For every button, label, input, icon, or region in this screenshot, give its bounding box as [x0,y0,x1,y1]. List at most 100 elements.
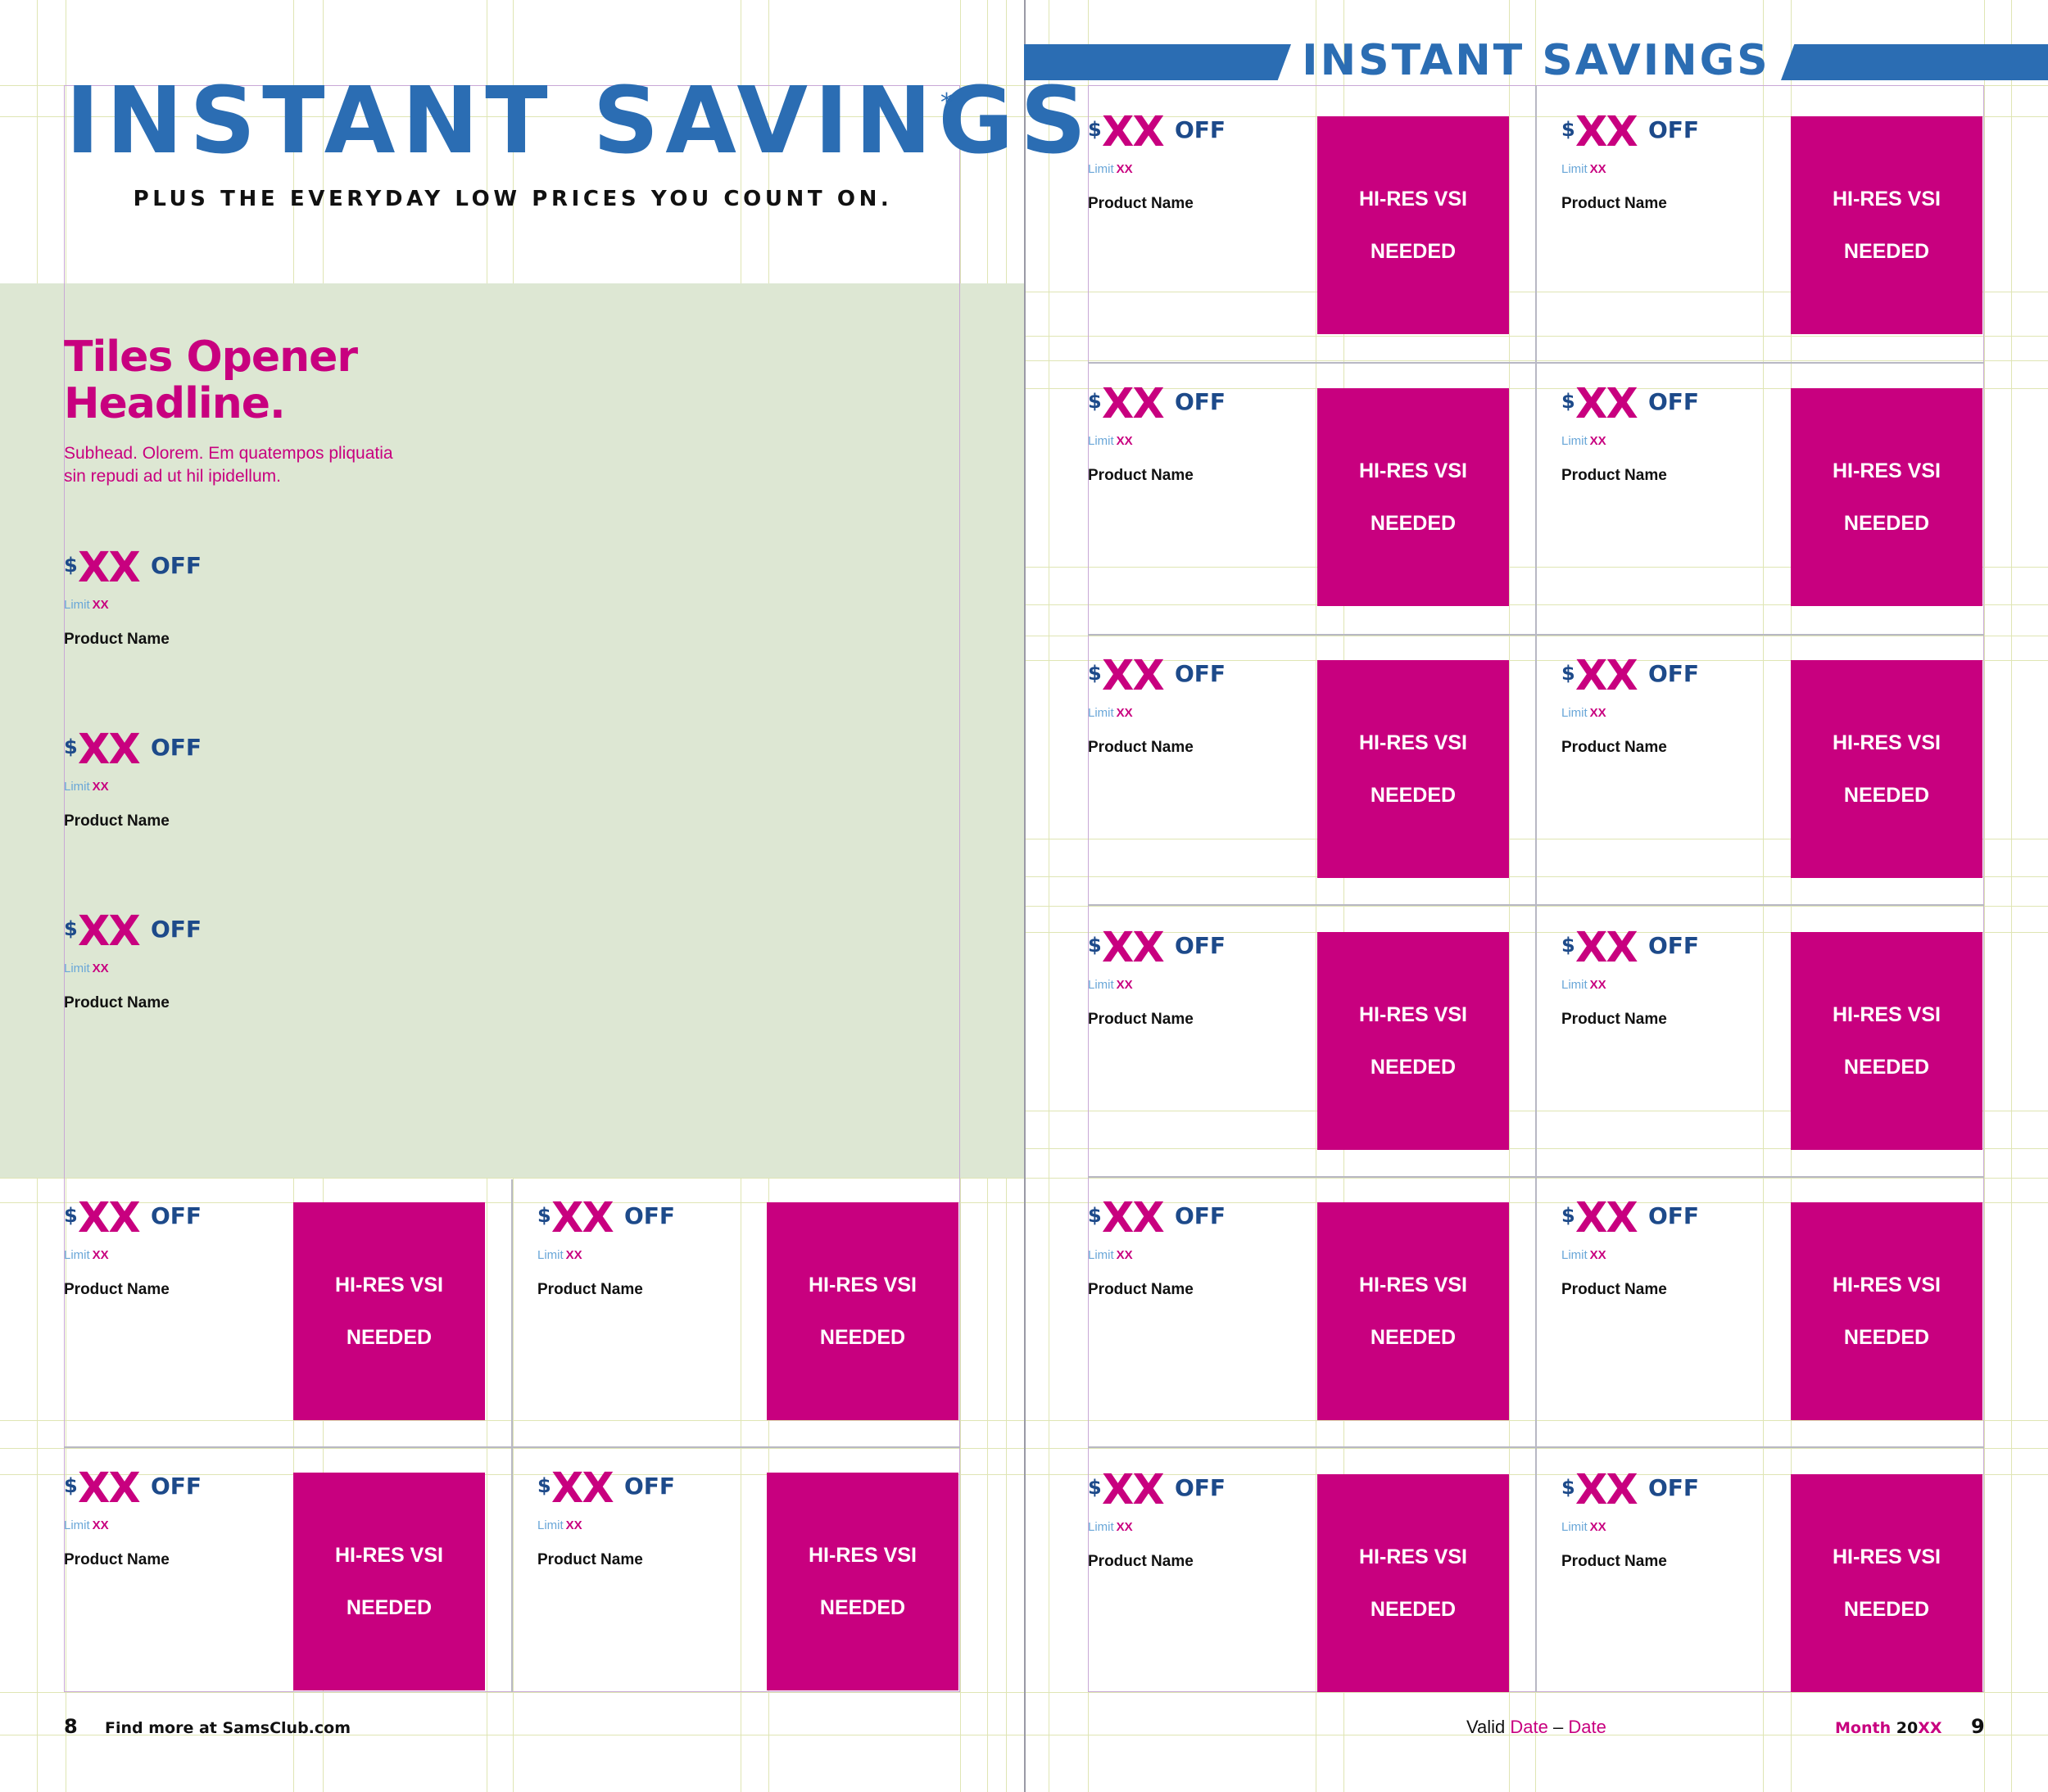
limit-line: Limit XX [1561,978,1606,992]
placeholder-line2: NEEDED [1843,1326,1930,1349]
offer-amount: XX [78,907,141,956]
offer-amount: XX [78,1464,141,1513]
limit-label: Limit [1561,1520,1588,1534]
year-suffix: XX [1918,1719,1942,1737]
off-label: OFF [624,1473,676,1500]
offer-amount: XX [1102,652,1165,700]
limit-value: XX [1116,1248,1133,1262]
placeholder-line2: NEEDED [1843,512,1930,535]
valid-end: Date [1568,1717,1606,1737]
placeholder-line2: NEEDED [819,1326,906,1349]
currency-symbol: $ [64,1474,78,1497]
tile-row-divider [1088,904,1984,906]
footer-find-more: Find more at SamsClub.com [105,1719,351,1737]
page-title: INSTANT SAVINGS [66,68,1093,174]
placeholder-line1: HI-RES VSI [1359,1274,1467,1296]
image-placeholder: HI-RES VSI NEEDED [1791,388,1982,606]
offer-amount: XX [551,1194,614,1242]
offer-amount: XX [1575,380,1638,428]
limit-label: Limit [1088,706,1114,720]
currency-symbol: $ [64,554,78,577]
currency-symbol: $ [1088,1204,1102,1227]
limit-value: XX [92,780,109,794]
off-label: OFF [151,1473,202,1500]
currency-symbol: $ [1561,390,1575,413]
tile-row-divider [1088,1176,1984,1178]
off-label: OFF [1175,932,1226,959]
product-name: Product Name [64,1281,170,1298]
off-label: OFF [151,1202,202,1229]
placeholder-line1: HI-RES VSI [1833,1003,1941,1026]
offer-amount: XX [551,1464,614,1513]
limit-value: XX [565,1248,582,1262]
limit-value: XX [565,1518,582,1532]
tile-row-divider [1088,634,1984,636]
product-name: Product Name [1561,195,1667,212]
month-label: Month [1835,1719,1892,1737]
limit-line: Limit XX [1561,706,1606,720]
placeholder-line2: NEEDED [346,1596,433,1619]
limit-label: Limit [1561,162,1588,176]
limit-line: Limit XX [1561,1248,1606,1262]
limit-label: Limit [537,1248,564,1262]
limit-label: Limit [64,1248,90,1262]
placeholder-line1: HI-RES VSI [335,1274,443,1296]
off-label: OFF [1648,1474,1700,1501]
placeholder-line1: HI-RES VSI [335,1544,443,1567]
banner-bar-left [1024,44,1291,80]
offer-amount: XX [1102,380,1165,428]
limit-line: Limit XX [1561,162,1606,176]
placeholder-line1: HI-RES VSI [809,1274,917,1296]
valid-start: Date [1510,1717,1548,1737]
offer-amount: XX [78,544,141,592]
image-placeholder: HI-RES VSI NEEDED [1791,660,1982,878]
placeholder-line1: HI-RES VSI [1359,731,1467,754]
tile-row-divider [64,1446,960,1448]
product-name: Product Name [1561,1553,1667,1570]
currency-symbol: $ [1088,934,1102,957]
limit-value: XX [92,962,109,975]
currency-symbol: $ [1561,934,1575,957]
limit-line: Limit XX [537,1518,582,1532]
off-label: OFF [1648,388,1700,415]
limit-value: XX [1116,162,1133,176]
off-label: OFF [624,1202,676,1229]
currency-symbol: $ [1561,118,1575,141]
limit-line: Limit XX [64,962,109,975]
limit-label: Limit [64,962,90,975]
currency-symbol: $ [1561,1476,1575,1499]
valid-separator: – [1553,1717,1564,1737]
placeholder-line2: NEEDED [1370,512,1457,535]
placeholder-line2: NEEDED [1370,1598,1457,1621]
limit-line: Limit XX [1088,162,1133,176]
placeholder-line2: NEEDED [1843,1056,1930,1079]
offer-amount: XX [1575,924,1638,972]
currency-symbol: $ [64,917,78,940]
issue-date: Month 20XX [1835,1719,1942,1737]
placeholder-line1: HI-RES VSI [1833,731,1941,754]
limit-line: Limit XX [1088,434,1133,448]
placeholder-line2: NEEDED [346,1326,433,1349]
limit-value: XX [1116,706,1133,720]
offer-amount: XX [1575,108,1638,156]
placeholder-line1: HI-RES VSI [1359,188,1467,210]
tile-row-divider [1088,1446,1984,1448]
placeholder-line1: HI-RES VSI [1359,459,1467,482]
year-prefix: 20 [1896,1719,1919,1737]
left-page-number: 8 [64,1715,78,1738]
currency-symbol: $ [537,1204,551,1227]
product-name: Product Name [1561,1281,1667,1298]
off-label: OFF [1648,1202,1700,1229]
limit-label: Limit [1088,1520,1114,1534]
tile-row-divider [1088,362,1984,364]
currency-symbol: $ [1561,1204,1575,1227]
placeholder-line2: NEEDED [1370,1326,1457,1349]
placeholder-line2: NEEDED [1370,240,1457,263]
limit-label: Limit [64,1518,90,1532]
placeholder-line1: HI-RES VSI [1833,1274,1941,1296]
placeholder-line2: NEEDED [1843,784,1930,807]
placeholder-line1: HI-RES VSI [1359,1545,1467,1568]
limit-label: Limit [1088,1248,1114,1262]
off-label: OFF [151,916,202,943]
limit-value: XX [1589,434,1606,448]
